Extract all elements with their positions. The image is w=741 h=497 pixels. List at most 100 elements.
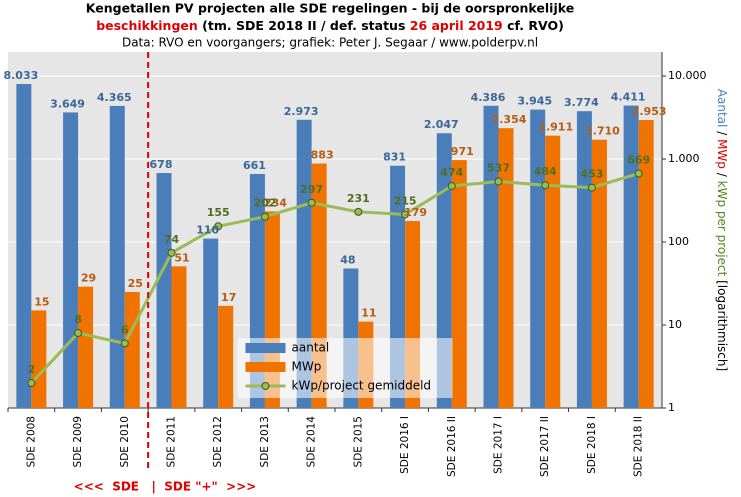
bar xyxy=(296,119,312,409)
line xyxy=(30,172,640,385)
x-tick-label: SDE 2016 II xyxy=(446,416,458,477)
x-tick-label: SDE 2014 xyxy=(306,416,318,468)
data-label: 669 xyxy=(627,154,650,167)
line-marker xyxy=(214,222,223,231)
legend-label: aantal xyxy=(292,341,330,355)
bar xyxy=(171,266,187,408)
x-tick-label: SDE 2012 xyxy=(212,416,224,467)
bar xyxy=(156,173,172,408)
data-label: 4.365 xyxy=(97,91,132,104)
data-label: 11 xyxy=(361,307,376,320)
line-marker xyxy=(541,181,550,190)
bar xyxy=(576,111,592,408)
data-label: 2.047 xyxy=(424,118,459,131)
data-label: 678 xyxy=(150,158,173,171)
line-marker xyxy=(307,198,316,207)
bar xyxy=(109,105,125,408)
line-marker xyxy=(120,339,129,348)
data-label: 297 xyxy=(300,183,323,196)
line-marker xyxy=(401,210,410,219)
data-label: 2.953 xyxy=(632,105,667,118)
data-label: 25 xyxy=(128,277,143,290)
axis-label-part: / xyxy=(716,173,730,178)
x-tick-label: SDE 2013 xyxy=(259,416,271,467)
data-label: 8 xyxy=(74,313,82,326)
chart-source: Data: RVO en voorgangers; grafiek: Peter… xyxy=(122,36,538,50)
bar xyxy=(203,238,219,408)
bar xyxy=(78,286,94,408)
axis-label-part: Aantal xyxy=(716,89,730,128)
bar xyxy=(638,120,654,408)
chart-title: Kengetallen PV projecten alle SDE regeli… xyxy=(86,1,574,16)
data-label: 29 xyxy=(81,272,96,285)
data-label: 831 xyxy=(383,151,406,164)
legend-swatch xyxy=(245,362,286,372)
data-label: 2.973 xyxy=(284,105,319,118)
subtitle-part: beschikkingen xyxy=(96,18,198,33)
chart-subtitle: beschikkingen (tm. SDE 2018 II / def. st… xyxy=(96,18,564,33)
line-marker xyxy=(634,169,643,178)
subtitle-part: cf. RVO) xyxy=(507,18,564,33)
line-marker xyxy=(74,329,83,338)
annotation: <<< SDE | SDE "+" >>> xyxy=(74,480,257,494)
data-label: 484 xyxy=(534,165,557,178)
bar xyxy=(545,135,561,408)
bar xyxy=(498,128,514,409)
data-label: 4.386 xyxy=(471,91,506,104)
y-tick-label: 1 xyxy=(668,401,675,414)
data-label: 231 xyxy=(347,192,370,205)
data-label: 15 xyxy=(34,295,49,308)
line-marker xyxy=(27,379,36,388)
data-label: 474 xyxy=(440,166,463,179)
x-tick-label: SDE 2017 I xyxy=(493,416,505,474)
line-marker xyxy=(167,248,176,257)
bar xyxy=(124,291,140,408)
data-label: 3.649 xyxy=(50,97,85,110)
data-label: 234 xyxy=(264,196,287,209)
x-tick-label: SDE 2018 II xyxy=(633,416,645,477)
bar xyxy=(16,83,32,408)
data-label: 4.411 xyxy=(611,91,646,104)
data-label: 971 xyxy=(451,145,474,158)
x-tick-label: SDE 2017 II xyxy=(539,416,551,477)
data-label: 2.354 xyxy=(492,113,527,126)
line-marker xyxy=(354,207,363,216)
data-label: 1.710 xyxy=(585,125,620,138)
line-marker xyxy=(447,181,456,190)
bar xyxy=(623,105,639,408)
bar xyxy=(31,310,47,408)
y-tick-label: 1.000 xyxy=(668,152,700,165)
y-tick-label: 100 xyxy=(668,235,689,248)
line-marker xyxy=(587,183,596,192)
data-label: 51 xyxy=(174,251,189,264)
data-label: 17 xyxy=(221,291,236,304)
data-label: 155 xyxy=(207,206,230,219)
data-label: 537 xyxy=(487,161,510,174)
x-tick-label: SDE 2018 I xyxy=(586,416,598,474)
data-label: 453 xyxy=(580,168,603,181)
data-label: 179 xyxy=(404,206,427,219)
subtitle-part: 26 april 2019 xyxy=(410,18,503,33)
y-tick-label: 10 xyxy=(668,318,682,331)
y-axis-label: Aantal / MWp / kWp per project [logarith… xyxy=(716,89,730,371)
bar xyxy=(63,112,79,408)
data-label: 110 xyxy=(196,224,219,237)
data-label: 661 xyxy=(243,159,266,172)
bar xyxy=(483,105,499,408)
data-label: 8.033 xyxy=(3,69,38,82)
data-label: 3.774 xyxy=(564,96,599,109)
axis-label-part: kWp per project xyxy=(716,181,730,277)
bar xyxy=(451,160,467,408)
data-label: 6 xyxy=(121,323,129,336)
x-tick-label: SDE 2008 xyxy=(25,416,37,467)
line-marker xyxy=(494,177,503,186)
data-label: 74 xyxy=(164,233,180,246)
subtitle-part: (tm. SDE 2018 II / def. status xyxy=(202,18,405,33)
axis-label-part: [logarithmisch] xyxy=(716,280,730,371)
data-label: 215 xyxy=(394,194,417,207)
data-label: 48 xyxy=(340,253,355,266)
legend-label: MWp xyxy=(292,360,322,374)
data-label: 2 xyxy=(28,363,36,376)
data-label: 202 xyxy=(253,197,276,210)
